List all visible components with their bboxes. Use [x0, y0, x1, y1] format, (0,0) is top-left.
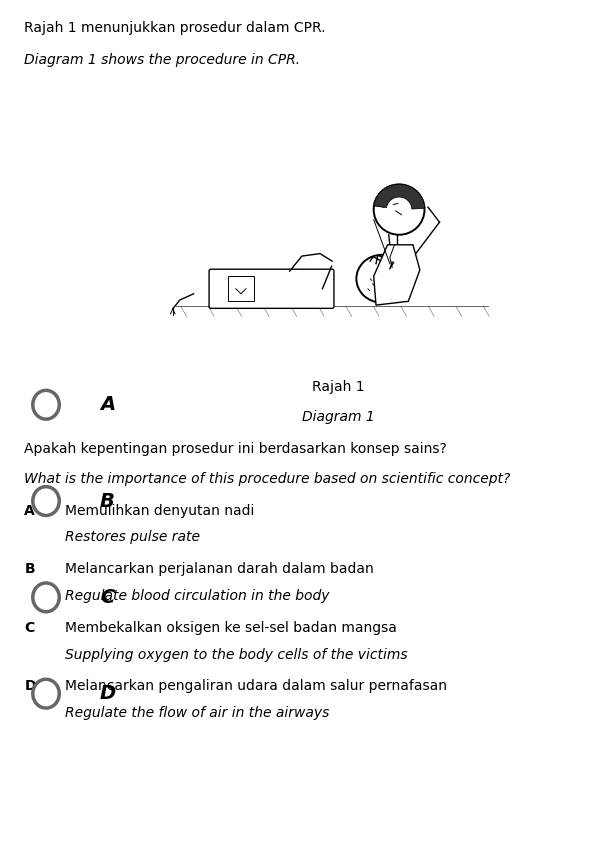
Text: Melancarkan pengaliran udara dalam salur pernafasan: Melancarkan pengaliran udara dalam salur…: [66, 679, 448, 694]
Text: Memulihkan denyutan nadi: Memulihkan denyutan nadi: [66, 503, 255, 518]
FancyBboxPatch shape: [209, 269, 334, 309]
Text: Diagram 1 shows the procedure in CPR.: Diagram 1 shows the procedure in CPR.: [24, 53, 301, 67]
Text: D: D: [100, 685, 116, 703]
Text: B: B: [100, 491, 115, 511]
Text: Melancarkan perjalanan darah dalam badan: Melancarkan perjalanan darah dalam badan: [66, 562, 374, 577]
Text: Rajah 1: Rajah 1: [311, 380, 364, 395]
FancyBboxPatch shape: [229, 277, 253, 301]
Text: C: C: [24, 620, 35, 635]
Text: Membekalkan oksigen ke sel-sel badan mangsa: Membekalkan oksigen ke sel-sel badan man…: [66, 620, 397, 635]
Text: Regulate blood circulation in the body: Regulate blood circulation in the body: [66, 589, 330, 603]
Text: Diagram 1: Diagram 1: [301, 411, 374, 424]
Text: C: C: [100, 588, 114, 607]
Text: A: A: [24, 503, 35, 518]
Text: Supplying oxygen to the body cells of the victims: Supplying oxygen to the body cells of th…: [66, 647, 408, 662]
Text: Rajah 1 menunjukkan prosedur dalam CPR.: Rajah 1 menunjukkan prosedur dalam CPR.: [24, 21, 326, 35]
Text: A: A: [100, 395, 115, 414]
Text: B: B: [24, 562, 35, 577]
Polygon shape: [374, 244, 420, 305]
Ellipse shape: [356, 255, 407, 303]
Text: Regulate the flow of air in the airways: Regulate the flow of air in the airways: [66, 706, 330, 720]
Text: What is the importance of this procedure based on scientific concept?: What is the importance of this procedure…: [24, 472, 511, 486]
Text: Restores pulse rate: Restores pulse rate: [66, 530, 201, 545]
Ellipse shape: [374, 185, 424, 234]
Polygon shape: [374, 185, 424, 209]
Text: Apakah kepentingan prosedur ini berdasarkan konsep sains?: Apakah kepentingan prosedur ini berdasar…: [24, 442, 447, 456]
Text: D: D: [24, 679, 36, 694]
